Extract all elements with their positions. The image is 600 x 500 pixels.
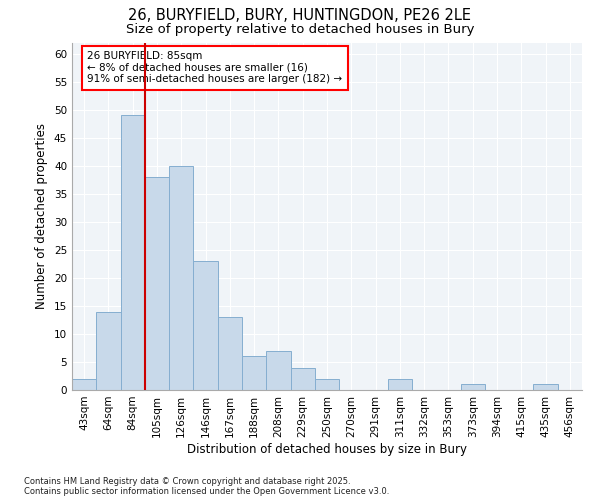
Bar	[461, 384, 485, 390]
Bar	[218, 317, 242, 390]
Text: 26, BURYFIELD, BURY, HUNTINGDON, PE26 2LE: 26, BURYFIELD, BURY, HUNTINGDON, PE26 2L…	[128, 8, 472, 22]
Text: Size of property relative to detached houses in Bury: Size of property relative to detached ho…	[126, 22, 474, 36]
Bar	[533, 384, 558, 390]
Bar	[315, 379, 339, 390]
Bar	[290, 368, 315, 390]
Bar	[266, 351, 290, 390]
Text: 26 BURYFIELD: 85sqm
← 8% of detached houses are smaller (16)
91% of semi-detache: 26 BURYFIELD: 85sqm ← 8% of detached hou…	[88, 51, 343, 84]
Bar	[145, 177, 169, 390]
Bar	[169, 166, 193, 390]
Bar	[96, 312, 121, 390]
Y-axis label: Number of detached properties: Number of detached properties	[35, 123, 49, 309]
Bar	[121, 116, 145, 390]
X-axis label: Distribution of detached houses by size in Bury: Distribution of detached houses by size …	[187, 442, 467, 456]
Bar	[242, 356, 266, 390]
Bar	[193, 261, 218, 390]
Bar	[388, 379, 412, 390]
Text: Contains HM Land Registry data © Crown copyright and database right 2025.
Contai: Contains HM Land Registry data © Crown c…	[24, 476, 389, 496]
Bar	[72, 379, 96, 390]
